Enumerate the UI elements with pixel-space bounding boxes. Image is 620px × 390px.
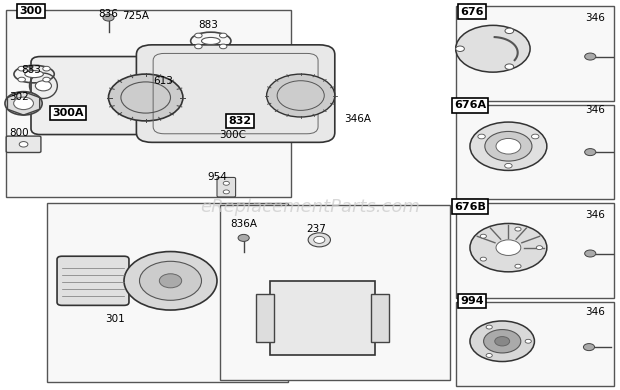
FancyBboxPatch shape: [456, 105, 614, 199]
Circle shape: [308, 233, 330, 247]
Text: 954: 954: [207, 172, 227, 183]
Circle shape: [480, 257, 487, 261]
FancyBboxPatch shape: [6, 10, 291, 197]
Circle shape: [478, 134, 485, 139]
Circle shape: [223, 190, 229, 194]
FancyBboxPatch shape: [6, 136, 41, 152]
Circle shape: [238, 234, 249, 241]
Circle shape: [195, 44, 202, 49]
FancyBboxPatch shape: [456, 302, 614, 386]
Text: 613: 613: [153, 76, 173, 86]
FancyBboxPatch shape: [220, 205, 450, 380]
Circle shape: [43, 66, 50, 71]
Circle shape: [140, 261, 202, 300]
Text: 346: 346: [585, 105, 605, 115]
Circle shape: [35, 81, 51, 91]
Text: 346: 346: [585, 307, 605, 317]
Circle shape: [515, 227, 521, 231]
Text: 832: 832: [228, 116, 252, 126]
Text: 301: 301: [105, 314, 125, 324]
Ellipse shape: [25, 71, 43, 78]
Circle shape: [585, 250, 596, 257]
FancyBboxPatch shape: [217, 177, 236, 197]
Circle shape: [484, 330, 521, 353]
FancyBboxPatch shape: [31, 57, 174, 135]
Circle shape: [103, 14, 114, 21]
Circle shape: [525, 339, 531, 343]
Text: 676: 676: [461, 7, 484, 17]
Circle shape: [583, 344, 595, 351]
Circle shape: [223, 181, 229, 185]
Text: eReplacementParts.com: eReplacementParts.com: [200, 198, 420, 216]
Circle shape: [585, 53, 596, 60]
Text: 836: 836: [99, 9, 118, 19]
Text: 346: 346: [585, 12, 605, 23]
Circle shape: [19, 142, 28, 147]
Text: 237: 237: [306, 224, 326, 234]
Circle shape: [515, 264, 521, 268]
Text: 725A: 725A: [122, 11, 149, 21]
Text: 883: 883: [198, 20, 218, 30]
Text: 883: 883: [21, 65, 41, 75]
Circle shape: [108, 74, 183, 121]
FancyBboxPatch shape: [256, 294, 274, 342]
Circle shape: [14, 97, 33, 110]
Text: 346: 346: [585, 209, 605, 220]
Circle shape: [456, 46, 464, 51]
Circle shape: [505, 163, 512, 168]
Circle shape: [496, 240, 521, 255]
Circle shape: [18, 77, 25, 82]
FancyBboxPatch shape: [270, 281, 375, 355]
Circle shape: [470, 122, 547, 170]
Circle shape: [195, 33, 202, 38]
Circle shape: [496, 138, 521, 154]
Circle shape: [486, 325, 492, 329]
FancyBboxPatch shape: [46, 203, 288, 382]
Circle shape: [585, 149, 596, 156]
Text: 346A: 346A: [344, 114, 371, 124]
Circle shape: [18, 66, 25, 71]
Text: 300A: 300A: [53, 108, 84, 118]
Circle shape: [456, 25, 530, 72]
Circle shape: [495, 337, 510, 346]
Circle shape: [43, 77, 50, 82]
Ellipse shape: [202, 37, 220, 44]
FancyBboxPatch shape: [456, 6, 614, 101]
Circle shape: [470, 321, 534, 362]
Circle shape: [219, 33, 227, 38]
Circle shape: [486, 353, 492, 357]
Circle shape: [159, 274, 182, 288]
Circle shape: [314, 236, 325, 243]
Circle shape: [470, 223, 547, 272]
Circle shape: [124, 252, 217, 310]
Text: 300: 300: [20, 6, 42, 16]
FancyBboxPatch shape: [456, 203, 614, 298]
Text: 836A: 836A: [230, 219, 257, 229]
Text: 676A: 676A: [454, 100, 486, 110]
Circle shape: [5, 92, 42, 115]
Circle shape: [505, 64, 514, 69]
FancyBboxPatch shape: [136, 45, 335, 142]
Text: 800: 800: [9, 128, 29, 138]
Circle shape: [267, 74, 335, 117]
Circle shape: [531, 134, 539, 139]
Circle shape: [219, 44, 227, 49]
Circle shape: [480, 234, 487, 238]
FancyBboxPatch shape: [57, 256, 129, 305]
Text: 302: 302: [9, 92, 29, 102]
Circle shape: [536, 246, 542, 250]
Circle shape: [485, 131, 532, 161]
Text: 994: 994: [461, 296, 484, 306]
Text: 300C: 300C: [219, 129, 246, 140]
Circle shape: [505, 28, 514, 34]
FancyBboxPatch shape: [371, 294, 389, 342]
Text: 676B: 676B: [454, 202, 486, 212]
